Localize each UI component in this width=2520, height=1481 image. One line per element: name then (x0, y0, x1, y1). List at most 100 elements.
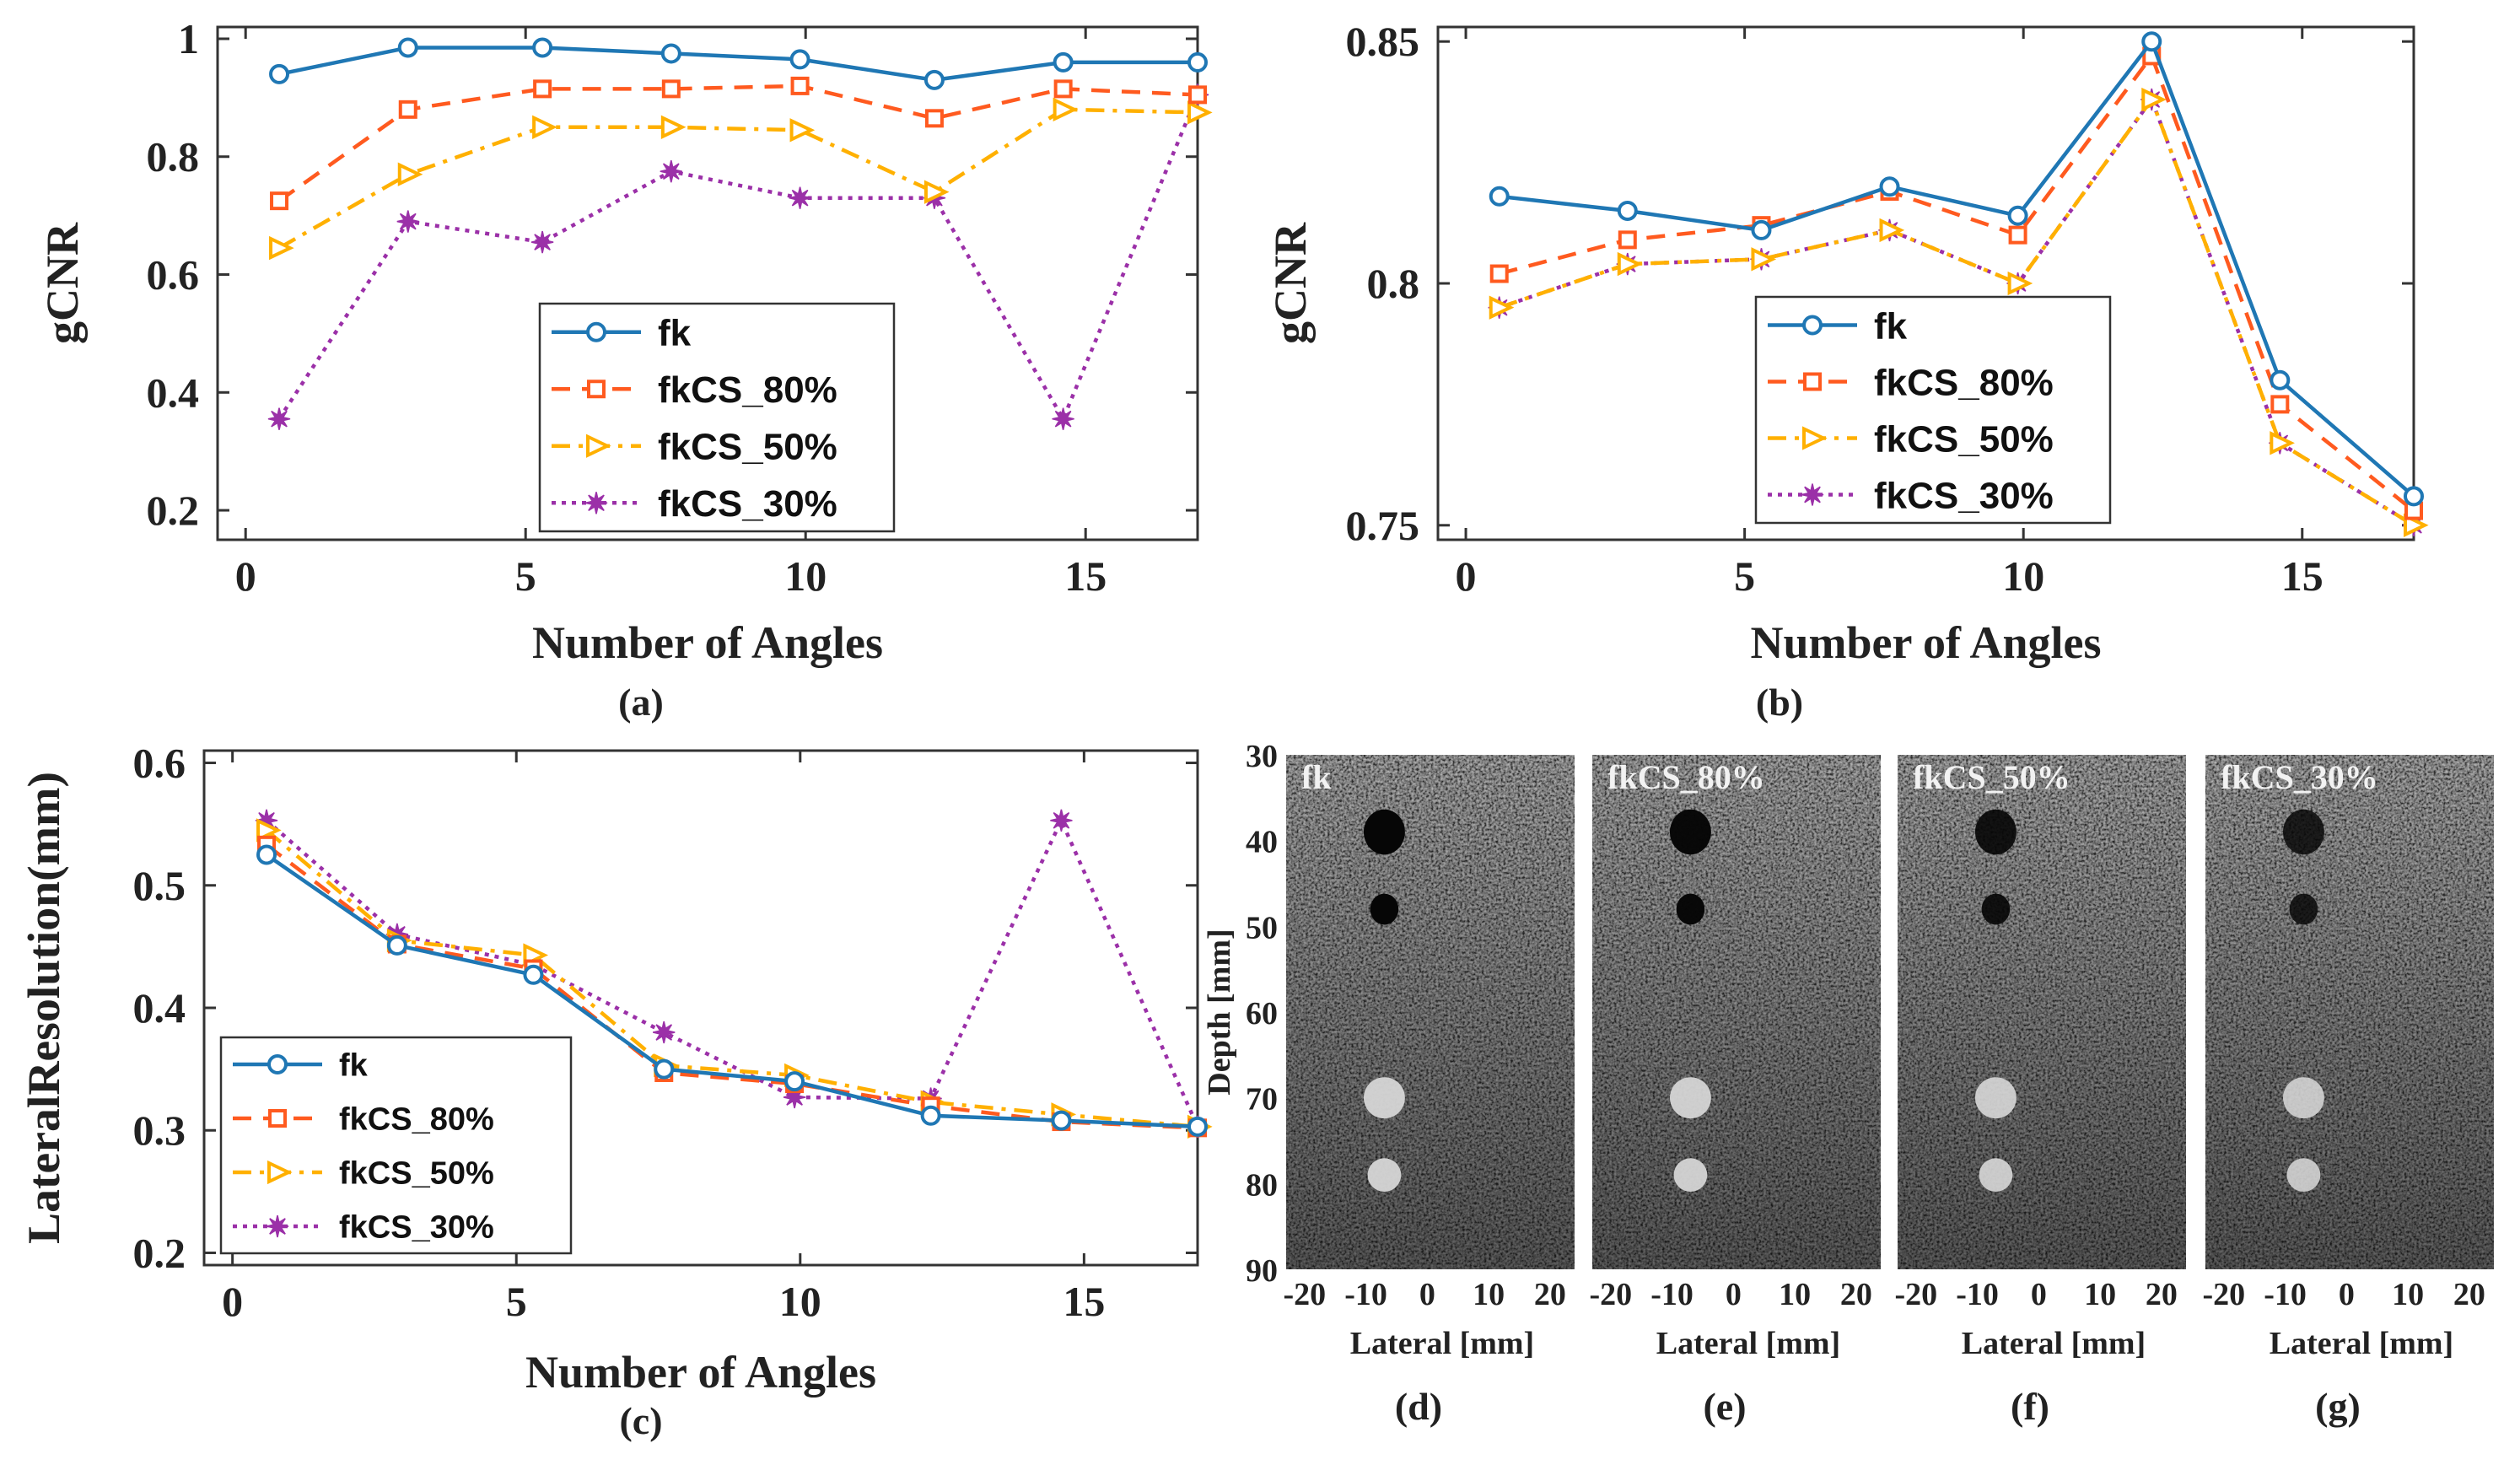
series-line (278, 46, 1198, 83)
legend-marker (267, 1160, 293, 1185)
hyperechoic-target (1363, 1077, 1405, 1119)
lateral-tick-label: -10 (1956, 1277, 1999, 1312)
depth-tick-label: 40 (1246, 825, 1278, 860)
x-tick-label: 5 (1734, 552, 1755, 600)
x-tick-label: 10 (779, 1278, 821, 1325)
lateral-tick-label: 0 (2339, 1277, 2355, 1312)
data-point (2141, 87, 2167, 112)
legend-marker (584, 492, 608, 514)
data-point (1052, 407, 1074, 430)
y-tick-label: 0.4 (133, 984, 186, 1031)
data-point (1489, 295, 1515, 320)
lateral-tick-label: 20 (2453, 1277, 2485, 1312)
lateral-tick-label: 10 (2084, 1277, 2116, 1312)
y-tick-label: 1 (178, 15, 199, 62)
hyperechoic-target (1367, 1158, 1402, 1193)
legend-label: fkCS_80% (658, 369, 837, 411)
legend-label: fk (1874, 305, 1908, 347)
y-tick-label: 0.85 (1346, 18, 1420, 65)
data-point (1751, 219, 1772, 240)
data-point (530, 230, 554, 254)
data-point (2404, 486, 2424, 507)
legend-label: fk (658, 313, 692, 354)
depth-tick-label: 70 (1246, 1082, 1278, 1117)
chart-caption: (b) (1756, 681, 1803, 724)
depth-tick-label: 80 (1246, 1167, 1278, 1203)
data-point (923, 180, 950, 204)
lateral-tick-label: -20 (1895, 1277, 1938, 1312)
x-tick-label: 0 (1456, 552, 1477, 600)
data-point (660, 43, 681, 64)
lateral-axis-label: Lateral [mm] (1962, 1326, 2146, 1361)
x-tick-label: 5 (515, 552, 536, 600)
x-axis-label: Number of Angles (532, 617, 883, 668)
data-point (1053, 79, 1073, 99)
data-point (2270, 369, 2291, 390)
data-point (789, 186, 811, 209)
data-point (267, 407, 291, 430)
x-tick-label: 0 (235, 552, 256, 600)
legend-label: fkCS_30% (1874, 475, 2054, 516)
depth-axis-label: Depth [mm] (1202, 929, 1237, 1095)
data-point (397, 162, 423, 186)
x-tick-label: 5 (506, 1278, 527, 1325)
data-point (269, 63, 290, 84)
anechoic-cyst (2289, 893, 2318, 925)
lateral-tick-label: 20 (1840, 1277, 1872, 1312)
data-point (2270, 431, 2295, 455)
data-point (396, 210, 419, 233)
data-point (1053, 51, 1074, 73)
x-tick-label: 15 (1064, 552, 1107, 600)
legend-label: fkCS_50% (658, 427, 837, 468)
image-panel-caption: (e) (1703, 1385, 1746, 1428)
lateral-tick-label: -10 (2264, 1277, 2307, 1312)
image-panel-caption: (f) (2011, 1385, 2049, 1428)
anechoic-cyst (1981, 893, 2011, 925)
y-tick-label: 0.4 (147, 369, 200, 416)
depth-attenuation (1286, 755, 1575, 1269)
legend-label: fkCS_30% (658, 483, 837, 525)
data-point (2007, 271, 2033, 296)
depth-tick-label: 90 (1246, 1253, 1278, 1289)
legend-marker (268, 1109, 287, 1128)
data-point (654, 1058, 675, 1080)
data-point (660, 115, 687, 139)
image-panel-title: fkCS_30% (2221, 758, 2378, 796)
data-point (660, 160, 682, 183)
y-tick-label: 0.8 (147, 133, 200, 180)
data-point (532, 37, 553, 58)
chart-c: 0 5 10 15 0.2 0.3 0.4 0.5 0.6 Number of Angles Lat… (19, 740, 1213, 1442)
data-point (1618, 230, 1637, 250)
x-tick-label: 15 (1063, 1278, 1105, 1325)
data-point (1187, 100, 1213, 125)
depth-tick-label: 30 (1246, 739, 1278, 774)
series-fkCS_80% (270, 76, 1207, 211)
anechoic-cyst (1974, 809, 2017, 855)
image-panel-title: fkCS_80% (1607, 758, 1765, 796)
data-point (1751, 247, 1777, 272)
data-point (1879, 218, 1905, 243)
y-axis-label: gCNR (37, 222, 88, 344)
y-tick-label: 0.75 (1346, 502, 1420, 549)
data-point (789, 49, 810, 70)
x-tick-label: 0 (222, 1278, 243, 1325)
data-point (1050, 809, 1073, 832)
data-point (1187, 1116, 1208, 1137)
data-point (1187, 51, 1208, 73)
y-tick-label: 0.5 (133, 862, 186, 909)
x-axis-label: Number of Angles (525, 1347, 876, 1398)
lateral-tick-label: 10 (1473, 1277, 1505, 1312)
data-point (2404, 513, 2429, 537)
lateral-axis-label: Lateral [mm] (1350, 1326, 1534, 1361)
data-point (256, 818, 282, 843)
depth-tick-label: 50 (1246, 910, 1278, 945)
data-point (2270, 395, 2290, 414)
data-point (1617, 200, 1638, 221)
lateral-tick-label: 0 (1419, 1277, 1435, 1312)
series-fk (1489, 31, 2424, 507)
lateral-tick-label: -20 (1284, 1277, 1327, 1312)
